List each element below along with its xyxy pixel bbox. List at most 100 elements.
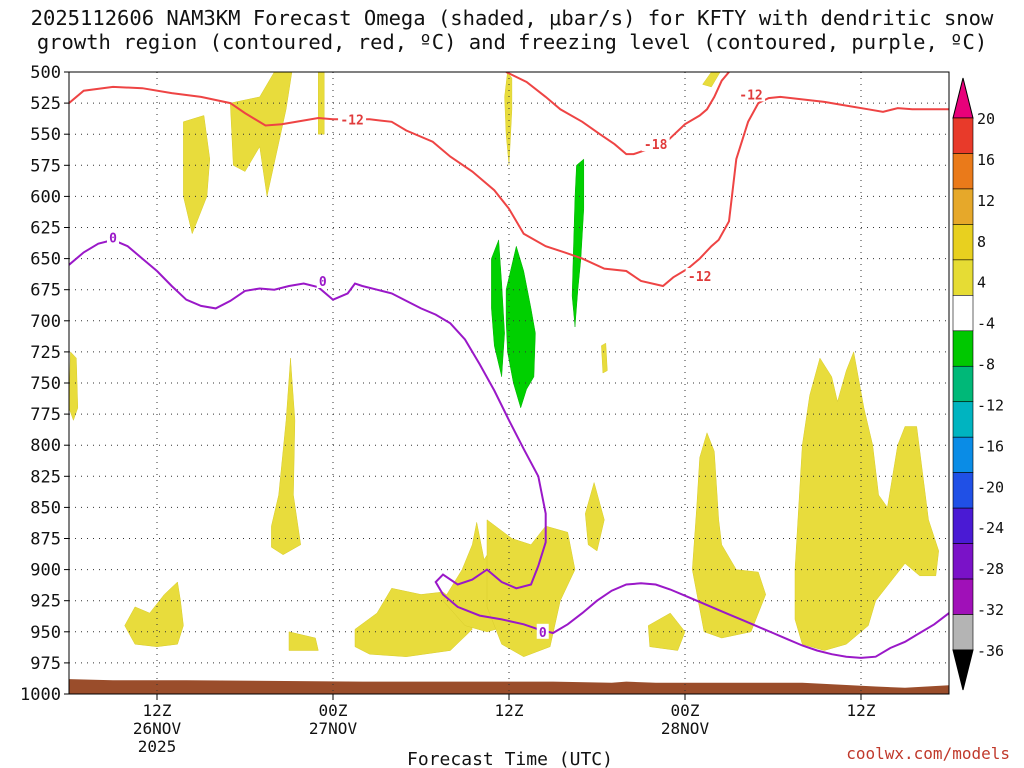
y-tick-label: 625	[30, 219, 61, 239]
y-tick-label: 600	[30, 187, 61, 207]
y-tick-label: 550	[30, 125, 61, 145]
colorbar-label: 16	[977, 151, 995, 169]
colorbar-bottom-arrow	[952, 649, 974, 691]
isotherm-minus18-line	[505, 72, 730, 156]
colorbar-label: -32	[977, 601, 1004, 619]
terrain-fill	[69, 679, 949, 694]
colorbar-segment	[952, 614, 974, 651]
y-tick-label: 500	[30, 63, 61, 83]
contour-label-bg	[737, 86, 765, 102]
y-tick-label: 725	[30, 343, 61, 363]
contour-label: -12	[688, 270, 711, 285]
chart-title-line1: 2025112606 NAM3KM Forecast Omega (shaded…	[30, 6, 994, 30]
x-tick-label: 27NOV	[309, 719, 358, 738]
y-tick-label: 525	[30, 94, 61, 114]
y-tick-label: 775	[30, 405, 61, 425]
x-tick-label: 12Z	[847, 701, 876, 720]
colorbar-label: -4	[977, 315, 995, 333]
y-axis: 500 525 550 575 600 625 650 675 700 725 750 775 800 8…	[20, 63, 69, 705]
contour-label: -12	[340, 113, 363, 128]
y-tick-label: 850	[30, 498, 61, 518]
omega-negative-region	[505, 245, 536, 409]
colorbar-segment	[952, 401, 974, 438]
contour-label-bg	[536, 623, 549, 639]
x-tick-label: 26NOV	[133, 719, 182, 738]
contour-label-bg	[338, 111, 367, 127]
y-tick-label: 825	[30, 467, 61, 487]
colorbar-label: -16	[977, 437, 1004, 455]
colorbar-label: 20	[977, 110, 995, 128]
colorbar-label: 12	[977, 192, 995, 210]
omega-positive-region	[702, 72, 721, 88]
colorbar-segment	[952, 117, 974, 154]
y-tick-label: 975	[30, 654, 61, 674]
terrain-layer	[69, 679, 949, 694]
contour-label: 0	[319, 275, 327, 290]
omega-positive-region	[692, 432, 766, 639]
omega-positive-region	[288, 631, 319, 651]
isotherm-minus12-line	[69, 85, 949, 288]
x-tick-label: 00Z	[671, 701, 700, 720]
colorbar-segment	[952, 224, 974, 261]
x-tick-label: 12Z	[143, 701, 172, 720]
colorbar-segment	[952, 507, 974, 544]
colorbar-segment	[952, 365, 974, 403]
contour-label-layer: -12 -12 -18 -12 0 0 0	[107, 86, 765, 641]
y-tick-label: 575	[30, 156, 61, 176]
omega-positive-region	[601, 342, 608, 374]
colorbar-top-arrow	[952, 77, 974, 119]
y-tick-label: 900	[30, 561, 61, 581]
omega-negative-region	[571, 158, 585, 328]
x-tick-label: 00Z	[319, 701, 348, 720]
y-tick-label: 800	[30, 436, 61, 456]
omega-positive-region	[183, 115, 211, 235]
colorbar: 20 16 12 8 4 -4 -8 -12 -16 -20 -24 -28 -32 -36	[952, 77, 1004, 691]
site-credit: coolwx.com/models	[846, 744, 1010, 763]
contour-layer	[69, 72, 949, 659]
y-tick-label: 700	[30, 312, 61, 332]
contour-label-bg	[685, 268, 714, 284]
omega-negative-region	[491, 239, 505, 377]
x-tick-label: 2025	[138, 737, 177, 756]
contour-label-bg	[107, 229, 119, 245]
y-tick-label: 925	[30, 592, 61, 612]
y-tick-label: 650	[30, 250, 61, 270]
contour-label: 0	[539, 626, 547, 641]
contour-label: 0	[109, 231, 117, 246]
colorbar-segment	[952, 259, 974, 296]
colorbar-segment	[952, 153, 974, 190]
colorbar-label: -8	[977, 356, 995, 374]
x-tick-label: 28NOV	[661, 719, 710, 738]
contour-label-bg	[316, 272, 329, 288]
freezing-level-line	[69, 238, 949, 659]
contour-label: -18	[644, 138, 668, 153]
colorbar-segment	[952, 472, 974, 509]
omega-shading-layer	[69, 72, 939, 657]
omega-positive-region	[69, 351, 79, 422]
omega-positive-region	[124, 581, 184, 647]
omega-positive-region	[271, 358, 301, 555]
contour-label-bg	[641, 136, 670, 152]
x-tick-label: 12Z	[495, 701, 524, 720]
colorbar-segment	[952, 188, 974, 225]
contour-label: -12	[739, 88, 762, 103]
colorbar-label: -20	[977, 478, 1004, 496]
colorbar-label: -12	[977, 396, 1004, 414]
colorbar-label: 8	[977, 233, 986, 251]
omega-positive-region	[794, 350, 939, 651]
colorbar-label: -24	[977, 519, 1004, 537]
colorbar-segment	[952, 543, 974, 580]
colorbar-segment	[952, 436, 974, 473]
y-tick-label: 1000	[20, 685, 61, 705]
y-tick-label: 750	[30, 374, 61, 394]
omega-positive-region	[648, 612, 686, 651]
chart-title-line2: growth region (contoured, red, ºC) and f…	[36, 30, 988, 54]
colorbar-label: -28	[977, 560, 1004, 578]
x-axis-title: Forecast Time (UTC)	[407, 749, 613, 768]
colorbar-segment	[952, 330, 974, 367]
colorbar-label: -36	[977, 642, 1004, 660]
omega-positive-region	[585, 481, 605, 552]
y-tick-label: 675	[30, 281, 61, 301]
